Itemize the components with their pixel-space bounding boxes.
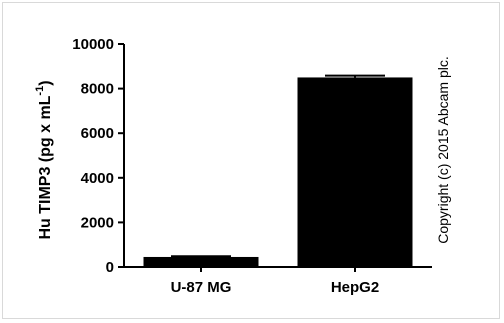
y-axis-label-superscript: -1 [34, 86, 46, 96]
y-tick-label: 4000 [81, 170, 114, 187]
x-category-label: HepG2 [331, 279, 379, 296]
copyright-annotation: Copyright (c) 2015 Abcam plc. [435, 56, 451, 244]
y-tick-label: 6000 [81, 125, 114, 142]
x-category-labels: U-87 MG HepG2 [171, 267, 379, 296]
y-tick-label: 0 [106, 259, 114, 276]
y-axis-label: Hu TIMP3 (pg x mL-1) [34, 80, 54, 239]
y-axis-label-close: ) [37, 80, 54, 85]
y-axis-label-main: Hu TIMP3 (pg x mL [37, 95, 54, 239]
x-category-label: U-87 MG [171, 279, 232, 296]
y-ticks: 0 2000 4000 6000 8000 10000 [72, 36, 124, 276]
y-tick-label: 2000 [81, 214, 114, 231]
bar-hepg2 [297, 77, 413, 267]
y-tick-label: 10000 [72, 36, 114, 53]
bar-u-87-mg [143, 256, 259, 267]
bars [143, 74, 413, 267]
y-tick-label: 8000 [81, 81, 114, 98]
